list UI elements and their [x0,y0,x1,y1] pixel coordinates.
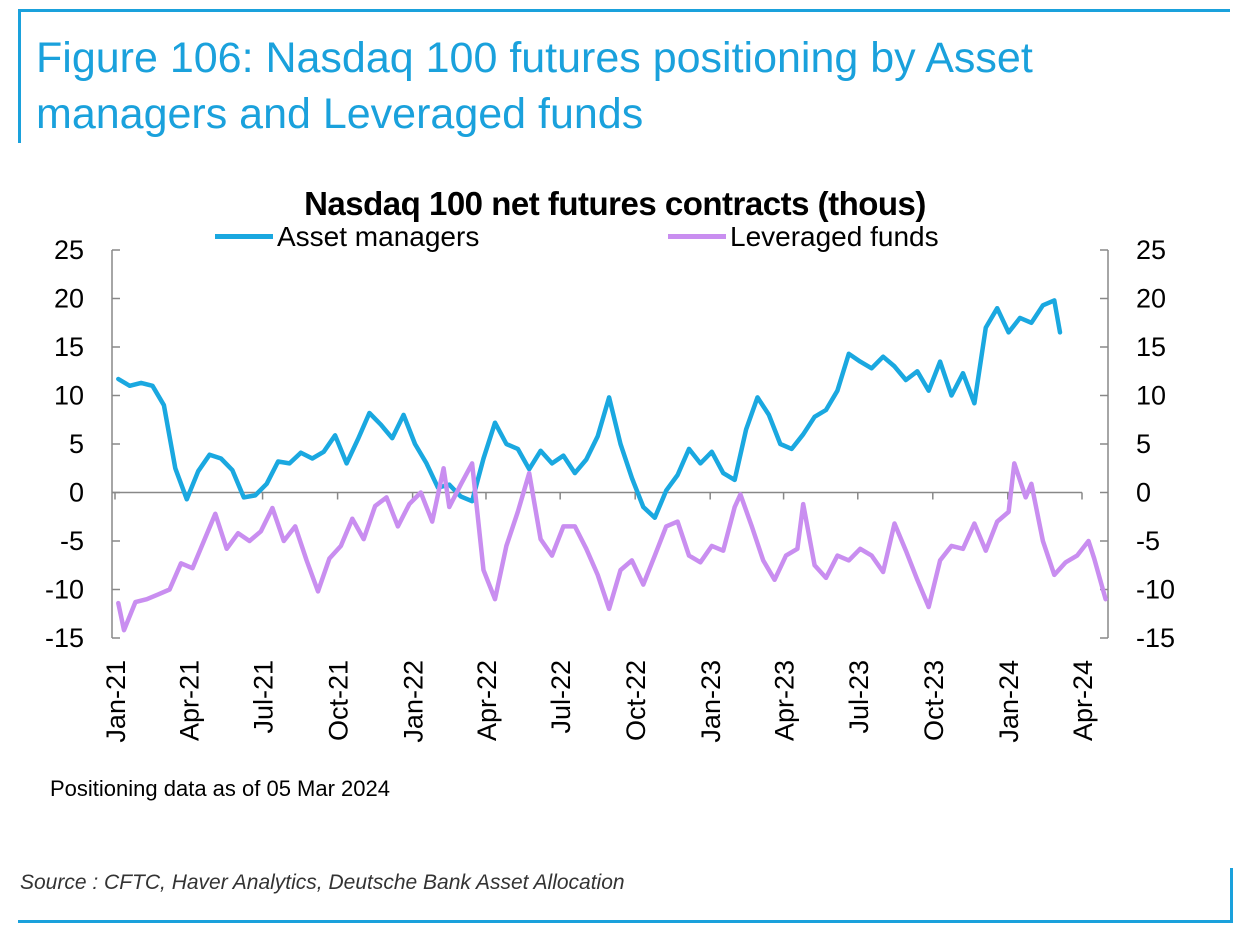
x-tick-label: Jan-23 [696,660,726,743]
y-tick-label-left: 15 [54,332,84,362]
x-tick-label: Jul-22 [546,660,576,734]
y-tick-label-right: 25 [1136,235,1166,265]
y-tick-label-right: -5 [1136,526,1160,556]
y-tick-label-right: 10 [1136,381,1166,411]
x-tick-label: Oct-22 [621,660,651,741]
y-tick-label-right: 0 [1136,478,1151,508]
x-tick-label: Jan-22 [399,660,429,743]
legend-swatch-asset-managers [215,234,273,239]
y-tick-label-left: 0 [69,478,84,508]
chart-axes: 25 25 20 20 15 15 10 10 5 5 0 0 -5 -5 -10 -10 -15 -15 Jan-… [45,235,1175,743]
x-tick-label: Oct-23 [919,660,949,741]
x-tick-label: Jan-21 [101,660,131,743]
chart-title: Nasdaq 100 net futures contracts (thous) [304,185,926,222]
series-line-leveraged-funds [116,461,1108,633]
y-tick-label-right: 20 [1136,284,1166,314]
y-tick-label-right: 5 [1136,429,1151,459]
y-tick-label-left: 20 [54,284,84,314]
y-tick-label-left: 5 [69,429,84,459]
legend-label-asset-managers: Asset managers [277,221,480,252]
x-tick-label: Jan-24 [994,660,1024,743]
x-tick-label: Oct-21 [324,660,354,741]
chart-plot: 25 25 20 20 15 15 10 10 5 5 0 0 -5 -5 -10 -10 -15 -15 Jan-… [45,235,1175,743]
y-tick-label-left: -5 [60,526,84,556]
chart-series [116,298,1108,633]
x-tick-label: Jul-21 [249,660,279,734]
y-tick-label-left: -15 [45,623,84,653]
y-tick-label-right: -10 [1136,575,1175,605]
frame-bottom-rule [18,920,1233,923]
y-tick-label-left: 25 [54,235,84,265]
x-tick-label: Apr-23 [770,660,800,741]
x-tick-label: Jul-23 [844,660,874,734]
frame-left-rule [18,9,21,143]
y-tick-label-right: 15 [1136,332,1166,362]
source-note: Source : CFTC, Haver Analytics, Deutsche… [20,871,625,894]
x-tick-label: Apr-24 [1068,660,1098,741]
legend-swatch-leveraged-funds [668,234,726,239]
y-tick-label-left: 10 [54,381,84,411]
series-line-asset-managers [116,298,1063,520]
y-tick-label-right: -15 [1136,623,1175,653]
x-tick-label: Apr-21 [174,660,204,741]
chart-container: 25 25 20 20 15 15 10 10 5 5 0 0 -5 -5 -10 -10 -15 -15 Jan-… [0,170,1260,810]
frame-top-rule [18,9,1230,12]
y-tick-label-left: -10 [45,575,84,605]
x-tick-label: Apr-22 [472,660,502,741]
figure-title: Figure 106: Nasdaq 100 futures positioni… [36,34,1033,138]
legend-label-leveraged-funds: Leveraged funds [730,221,939,252]
frame-right-rule [1230,868,1233,923]
positioning-note: Positioning data as of 05 Mar 2024 [50,776,391,801]
